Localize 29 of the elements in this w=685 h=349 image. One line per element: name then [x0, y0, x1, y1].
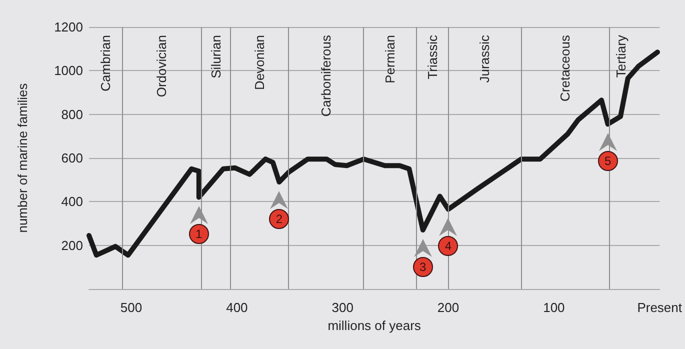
- x-tick-label: Present: [637, 300, 682, 315]
- annotation: 5: [598, 151, 618, 172]
- annotation: Triassic: [424, 34, 440, 80]
- x-tick-label: 100: [543, 300, 565, 315]
- annotation: 2: [269, 209, 290, 230]
- annotation: 4: [438, 236, 458, 256]
- x-tick-label: 400: [226, 300, 248, 315]
- annotation: Silurian: [208, 35, 224, 78]
- annotation: Devonian: [252, 35, 268, 90]
- y-tick-label: 1000: [54, 63, 83, 78]
- x-axis-title: millions of years: [328, 318, 422, 333]
- y-tick-label: 200: [61, 238, 83, 253]
- x-tick-label: 300: [332, 300, 354, 315]
- x-tick-label: 200: [437, 300, 460, 315]
- annotation: Tertiary: [613, 34, 628, 78]
- annotation: Cretaceous: [558, 34, 573, 102]
- y-tick-label: 800: [61, 106, 83, 122]
- annotation: Permian: [382, 35, 398, 84]
- y-tick-label: 600: [61, 150, 83, 166]
- y-tick-label: 1200: [54, 20, 83, 34]
- annotation: Ordovician: [154, 35, 169, 98]
- annotation: Carboniferous: [318, 34, 334, 117]
- annotation: 1: [188, 224, 209, 244]
- annotation: Cambrian: [98, 35, 113, 92]
- y-axis-title: number of marine families: [15, 82, 30, 233]
- y-tick-label: 400: [61, 194, 83, 210]
- annotation: Jurassic: [477, 34, 492, 83]
- x-tick-label: 500: [120, 300, 142, 315]
- annotation: 3: [412, 257, 433, 278]
